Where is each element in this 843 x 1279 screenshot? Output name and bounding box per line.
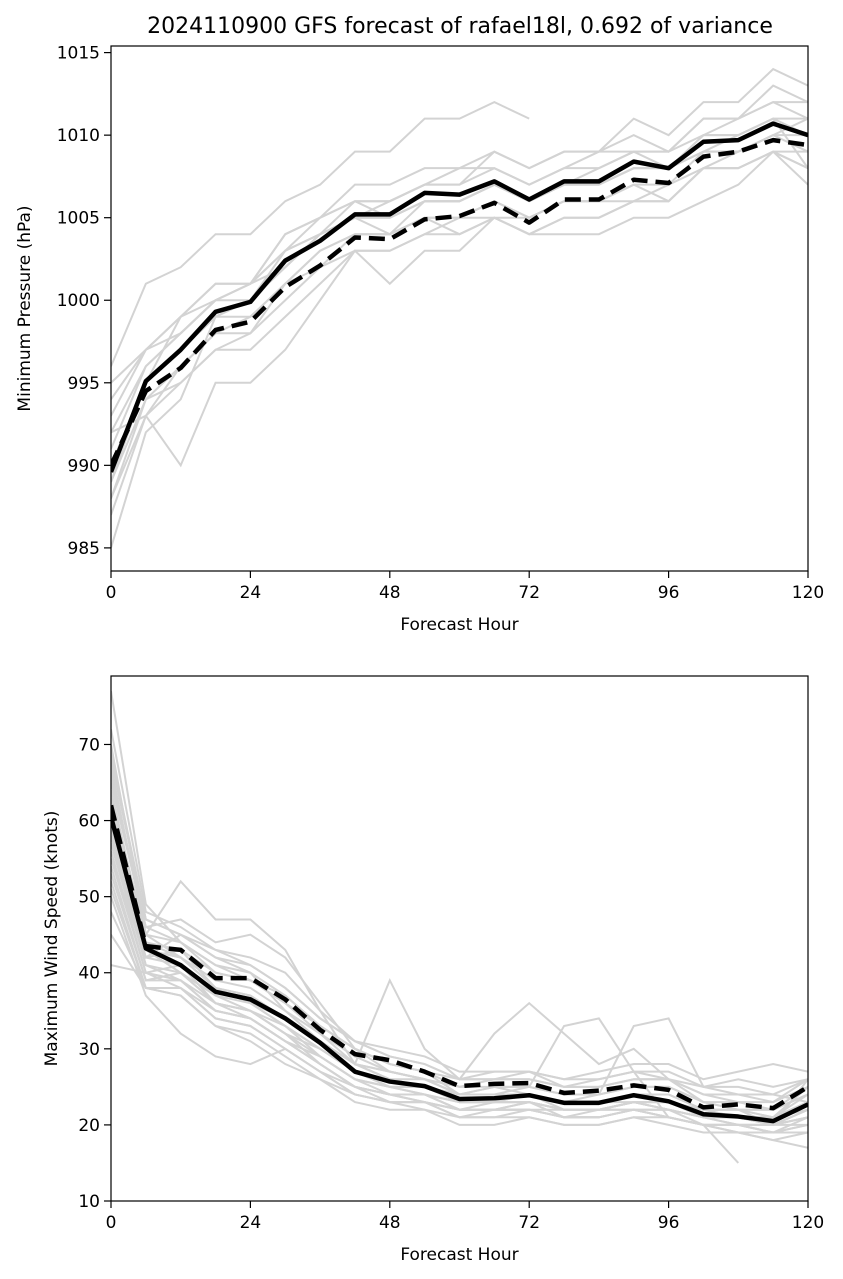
chart-title: 2024110900 GFS forecast of rafael18l, 0.… bbox=[147, 14, 773, 39]
wind-x-tick-label: 72 bbox=[518, 1213, 540, 1233]
pressure-panel: 0 24 48 72 96 120 985 990 995 1000 1005 1010 1015 For… bbox=[15, 44, 824, 635]
wind-x-tick-label: 48 bbox=[379, 1213, 401, 1233]
pressure-x-tick-label: 24 bbox=[240, 583, 262, 603]
pressure-member-line-8 bbox=[111, 150, 808, 466]
wind-member-line-17 bbox=[111, 774, 808, 1104]
wind-member-line-19 bbox=[111, 812, 808, 1111]
wind-member-line-20 bbox=[111, 843, 808, 1126]
wind-member-line-5 bbox=[111, 782, 808, 1104]
pressure-x-tick-label: 120 bbox=[792, 583, 824, 603]
wind-member-line-9 bbox=[111, 759, 808, 1088]
wind-member-line-24 bbox=[111, 934, 808, 1142]
wind-member-line-21 bbox=[111, 789, 808, 1111]
wind-axes-frame bbox=[110, 675, 809, 1202]
pressure-member-line-14 bbox=[111, 117, 808, 466]
pressure-member-line-2 bbox=[111, 101, 530, 367]
pressure-y-tick-label: 985 bbox=[68, 539, 100, 559]
pressure-x-tick-label: 96 bbox=[658, 583, 680, 603]
wind-member-line-3 bbox=[111, 744, 808, 1127]
pressure-y-tick-label: 1005 bbox=[57, 209, 100, 229]
pressure-y-tick-label: 1010 bbox=[57, 126, 100, 146]
wind-member-line-12 bbox=[111, 729, 808, 1081]
pressure-member-line-7 bbox=[111, 117, 808, 417]
wind-member-line-26 bbox=[111, 888, 808, 1134]
wind-member-line-28 bbox=[111, 858, 808, 1126]
wind-lines bbox=[111, 691, 808, 1164]
wind-mean-line bbox=[111, 816, 808, 1124]
pressure-control-line bbox=[111, 137, 808, 467]
wind-member-line-23 bbox=[111, 767, 808, 1104]
wind-member-line-29 bbox=[111, 820, 808, 1119]
wind-y-axis-label: Maximum Wind Speed (knots) bbox=[42, 811, 62, 1067]
pressure-x-tick-label: 72 bbox=[518, 583, 540, 603]
pressure-y-tick-label: 1000 bbox=[57, 291, 100, 311]
pressure-y-tick-label: 995 bbox=[68, 374, 100, 394]
pressure-y-axis-label: Minimum Pressure (hPa) bbox=[15, 205, 35, 411]
pressure-member-line-3 bbox=[111, 117, 808, 468]
wind-x-tick-label: 24 bbox=[240, 1213, 262, 1233]
wind-x-tick-label: 0 bbox=[106, 1213, 117, 1233]
wind-y-tick-label: 60 bbox=[78, 812, 100, 832]
pressure-y-tick-label: 990 bbox=[68, 456, 100, 476]
wind-panel: 0 24 48 72 96 120 10 20 30 40 50 60 70 Forecast Hour M… bbox=[42, 675, 824, 1265]
wind-x-tick-label: 120 bbox=[792, 1213, 824, 1233]
pressure-axes-frame bbox=[110, 45, 809, 572]
pressure-x-axis-label: Forecast Hour bbox=[400, 615, 518, 635]
wind-x-axis-label: Forecast Hour bbox=[400, 1245, 518, 1265]
wind-member-line-27 bbox=[111, 751, 808, 1096]
wind-x-tick-label: 96 bbox=[658, 1213, 680, 1233]
pressure-y-tick-label: 1015 bbox=[57, 44, 100, 64]
wind-y-tick-label: 70 bbox=[78, 735, 100, 755]
pressure-lines bbox=[111, 67, 808, 549]
pressure-x-tick-label: 0 bbox=[106, 583, 117, 603]
wind-y-tick-label: 40 bbox=[78, 964, 100, 984]
pressure-member-line-5 bbox=[111, 67, 808, 450]
pressure-mean-line bbox=[111, 121, 808, 473]
wind-member-line-2 bbox=[111, 691, 808, 1119]
pressure-x-tick-label: 48 bbox=[379, 583, 401, 603]
wind-y-tick-label: 50 bbox=[78, 888, 100, 908]
wind-y-tick-label: 10 bbox=[78, 1192, 100, 1212]
wind-member-line-16 bbox=[111, 865, 808, 1134]
wind-y-tick-label: 20 bbox=[78, 1116, 100, 1136]
pressure-member-line-15 bbox=[111, 150, 808, 499]
wind-y-tick-label: 30 bbox=[78, 1040, 100, 1060]
